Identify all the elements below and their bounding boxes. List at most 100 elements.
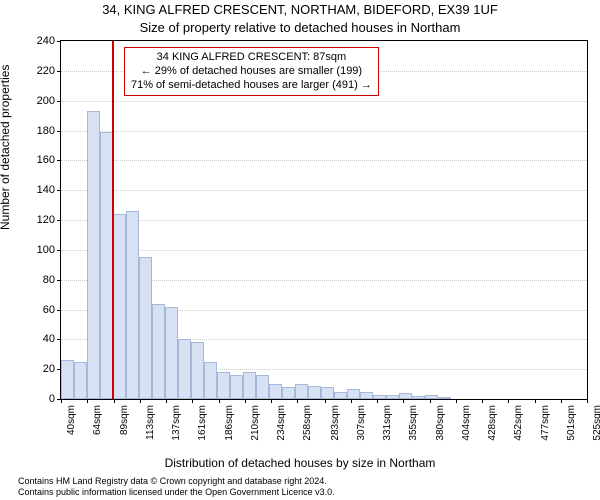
ytick-label: 220 bbox=[37, 65, 55, 77]
xtick-mark bbox=[192, 399, 193, 403]
histogram-bar bbox=[230, 375, 243, 399]
ytick-mark bbox=[57, 310, 61, 311]
xtick-mark bbox=[245, 399, 246, 403]
ytick-label: 180 bbox=[37, 125, 55, 137]
histogram-bar bbox=[438, 397, 451, 399]
histogram-bar bbox=[204, 362, 217, 399]
histogram-bar bbox=[61, 360, 74, 399]
xtick-label: 307sqm bbox=[356, 405, 367, 441]
histogram-bar bbox=[321, 387, 334, 399]
histogram-bar bbox=[347, 389, 360, 399]
marker-line bbox=[112, 41, 114, 399]
ytick-mark bbox=[57, 131, 61, 132]
histogram-bar bbox=[282, 387, 295, 399]
histogram-bar bbox=[308, 386, 321, 399]
histogram-bar bbox=[373, 395, 386, 399]
xtick-mark bbox=[535, 399, 536, 403]
ytick-label: 20 bbox=[43, 363, 55, 375]
callout-box: 34 KING ALFRED CRESCENT: 87sqm ← 29% of … bbox=[124, 47, 379, 96]
histogram-bar bbox=[269, 384, 282, 399]
xtick-label: 137sqm bbox=[171, 405, 182, 441]
histogram-bar bbox=[412, 396, 425, 399]
histogram-bar bbox=[217, 372, 230, 399]
histogram-bar bbox=[87, 111, 100, 399]
xtick-label: 89sqm bbox=[119, 405, 130, 435]
histogram-bar bbox=[74, 362, 87, 399]
ytick-label: 160 bbox=[37, 154, 55, 166]
histogram-bar bbox=[191, 342, 204, 399]
gridline bbox=[61, 250, 587, 251]
y-axis-label: Number of detached properties bbox=[0, 65, 12, 230]
xtick-label: 161sqm bbox=[197, 405, 208, 441]
ytick-label: 60 bbox=[43, 304, 55, 316]
xtick-mark bbox=[456, 399, 457, 403]
footer-line-1: Contains HM Land Registry data © Crown c… bbox=[18, 476, 600, 487]
histogram-bar bbox=[425, 395, 438, 399]
gridline bbox=[61, 101, 587, 102]
histogram-bar bbox=[399, 393, 412, 399]
histogram-bar bbox=[243, 372, 256, 399]
ytick-label: 100 bbox=[37, 244, 55, 256]
xtick-label: 355sqm bbox=[408, 405, 419, 441]
ytick-mark bbox=[57, 339, 61, 340]
xtick-mark bbox=[430, 399, 431, 403]
footer-line-2: Contains public information licensed und… bbox=[18, 487, 600, 498]
xtick-mark bbox=[297, 399, 298, 403]
xtick-mark bbox=[140, 399, 141, 403]
xtick-label: 404sqm bbox=[461, 405, 472, 441]
histogram-bar bbox=[126, 211, 139, 399]
callout-line-1: 34 KING ALFRED CRESCENT: 87sqm bbox=[131, 51, 372, 65]
page-title: 34, KING ALFRED CRESCENT, NORTHAM, BIDEF… bbox=[0, 2, 600, 17]
histogram-bar bbox=[256, 375, 269, 399]
xtick-label: 477sqm bbox=[540, 405, 551, 441]
xtick-mark bbox=[219, 399, 220, 403]
gridline bbox=[61, 190, 587, 191]
ytick-mark bbox=[57, 250, 61, 251]
xtick-label: 283sqm bbox=[330, 405, 341, 441]
ytick-label: 40 bbox=[43, 333, 55, 345]
page-subtitle: Size of property relative to detached ho… bbox=[0, 20, 600, 35]
ytick-mark bbox=[57, 101, 61, 102]
ytick-mark bbox=[57, 280, 61, 281]
histogram-bar bbox=[334, 392, 347, 399]
callout-line-2: ← 29% of detached houses are smaller (19… bbox=[131, 65, 372, 79]
ytick-mark bbox=[57, 41, 61, 42]
plot-area: 02040608010012014016018020022024040sqm64… bbox=[60, 40, 588, 400]
histogram-bar bbox=[139, 257, 152, 399]
footer-attribution: Contains HM Land Registry data © Crown c… bbox=[0, 476, 600, 498]
xtick-mark bbox=[403, 399, 404, 403]
xtick-mark bbox=[166, 399, 167, 403]
xtick-mark bbox=[508, 399, 509, 403]
histogram-bar bbox=[152, 304, 165, 399]
xtick-label: 428sqm bbox=[487, 405, 498, 441]
gridline bbox=[61, 160, 587, 161]
xtick-mark bbox=[482, 399, 483, 403]
gridline bbox=[61, 131, 587, 132]
xtick-label: 380sqm bbox=[435, 405, 446, 441]
ytick-label: 0 bbox=[49, 393, 55, 405]
xtick-label: 210sqm bbox=[250, 405, 261, 441]
ytick-label: 240 bbox=[37, 35, 55, 47]
xtick-label: 113sqm bbox=[145, 405, 156, 440]
ytick-label: 140 bbox=[37, 184, 55, 196]
xtick-label: 234sqm bbox=[276, 405, 287, 441]
ytick-mark bbox=[57, 160, 61, 161]
xtick-label: 258sqm bbox=[302, 405, 313, 441]
xtick-label: 525sqm bbox=[592, 405, 600, 441]
chart-container: 34, KING ALFRED CRESCENT, NORTHAM, BIDEF… bbox=[0, 0, 600, 500]
histogram-bar bbox=[295, 384, 308, 399]
xtick-label: 331sqm bbox=[382, 405, 393, 441]
gridline bbox=[61, 220, 587, 221]
xtick-mark bbox=[87, 399, 88, 403]
ytick-label: 200 bbox=[37, 95, 55, 107]
xtick-mark bbox=[271, 399, 272, 403]
histogram-bar bbox=[165, 307, 178, 399]
xtick-label: 452sqm bbox=[513, 405, 524, 441]
xtick-mark bbox=[351, 399, 352, 403]
ytick-mark bbox=[57, 220, 61, 221]
ytick-mark bbox=[57, 190, 61, 191]
ytick-label: 80 bbox=[43, 274, 55, 286]
xtick-label: 501sqm bbox=[566, 405, 577, 441]
xtick-label: 186sqm bbox=[224, 405, 235, 441]
histogram-bar bbox=[386, 395, 399, 399]
